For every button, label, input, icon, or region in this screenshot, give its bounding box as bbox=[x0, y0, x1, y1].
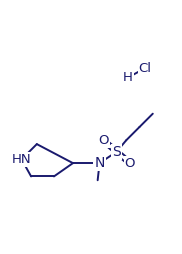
Text: N: N bbox=[94, 156, 105, 170]
Text: H: H bbox=[123, 71, 133, 84]
Text: S: S bbox=[112, 145, 121, 159]
Text: O: O bbox=[125, 157, 135, 170]
Text: O: O bbox=[98, 134, 109, 147]
Text: Cl: Cl bbox=[139, 61, 152, 75]
Text: HN: HN bbox=[12, 153, 31, 166]
